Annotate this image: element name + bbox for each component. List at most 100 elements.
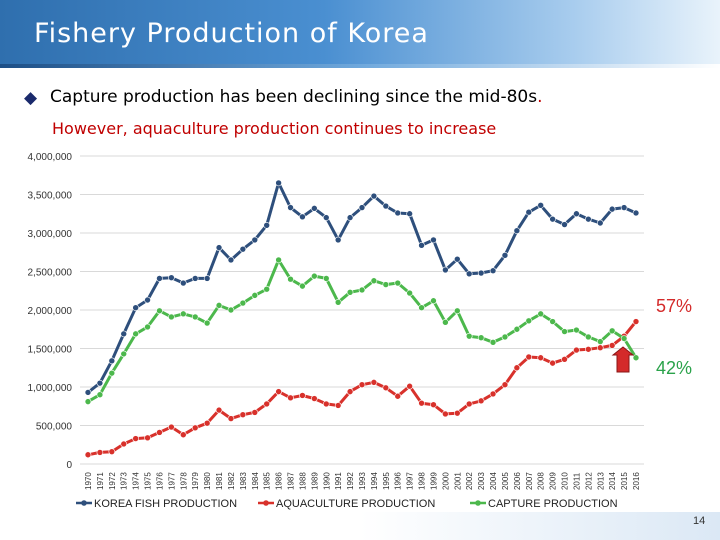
data-point: [263, 285, 270, 293]
data-point: [442, 319, 449, 326]
x-tick-label: 1979: [191, 472, 200, 490]
data-point: [108, 369, 116, 377]
data-point: [120, 350, 128, 358]
x-tick-label: 2014: [608, 472, 617, 490]
data-point: [120, 330, 128, 338]
series-line-1: [87, 320, 638, 457]
data-point: [394, 392, 402, 400]
data-point: [96, 379, 104, 387]
x-tick-label: 2002: [465, 472, 474, 490]
y-tick-label: 500,000: [36, 422, 73, 433]
x-tick-label: 1996: [394, 472, 403, 490]
data-point: [251, 409, 259, 416]
y-tick-label: 3,500,000: [28, 191, 73, 202]
data-point: [454, 307, 461, 315]
data-point: [132, 435, 139, 442]
x-tick-label: 1990: [322, 472, 331, 490]
y-tick-label: 3,000,000: [28, 229, 73, 240]
data-point: [322, 400, 330, 408]
x-tick-label: 1994: [370, 472, 379, 490]
data-point: [180, 310, 187, 318]
x-tick-label: 1976: [155, 472, 164, 490]
data-point: [406, 382, 413, 390]
data-point: [346, 288, 354, 296]
subtitle-line-1-period: .: [537, 87, 543, 107]
x-tick-label: 1981: [215, 472, 224, 490]
data-point: [465, 270, 473, 278]
data-point: [537, 354, 544, 362]
data-point: [215, 302, 223, 309]
data-point: [132, 304, 139, 311]
data-point: [180, 279, 187, 287]
data-point: [418, 399, 425, 407]
data-point: [358, 286, 366, 294]
data-point: [370, 277, 378, 285]
aquaculture-share-label: 57%: [656, 296, 693, 316]
data-point: [227, 415, 235, 422]
data-point: [561, 355, 568, 363]
data-point: [370, 192, 378, 200]
data-point: [632, 354, 640, 362]
data-point: [489, 390, 497, 398]
data-point: [477, 397, 485, 405]
data-point: [382, 281, 390, 288]
data-point: [525, 353, 533, 361]
data-point: [84, 398, 92, 405]
data-point: [608, 205, 616, 213]
data-point: [394, 209, 402, 217]
legend-label: CAPTURE PRODUCTION: [488, 498, 618, 510]
data-point: [251, 292, 259, 299]
x-tick-label: 2005: [501, 472, 510, 490]
x-tick-label: 1980: [203, 472, 212, 490]
data-point: [608, 327, 616, 335]
data-point: [84, 389, 92, 396]
data-point: [227, 256, 235, 264]
x-tick-label: 1972: [108, 472, 117, 490]
data-point: [144, 434, 151, 442]
data-point: [156, 275, 163, 282]
data-point: [275, 388, 282, 395]
data-point: [144, 296, 151, 304]
data-point: [596, 338, 604, 345]
data-point: [311, 395, 318, 402]
y-tick-label: 2,000,000: [28, 306, 73, 317]
data-point: [358, 381, 366, 388]
data-point: [596, 219, 604, 227]
data-point: [573, 346, 580, 354]
data-point: [394, 279, 402, 287]
data-point: [251, 236, 259, 244]
data-point: [287, 204, 294, 211]
data-point: [406, 210, 413, 218]
x-tick-label: 1998: [418, 472, 427, 490]
x-tick-label: 1971: [96, 472, 105, 490]
x-tick-label: 1973: [120, 472, 129, 490]
data-point: [108, 357, 116, 365]
legend-marker: [81, 500, 87, 506]
data-point: [632, 209, 640, 217]
data-point: [465, 400, 473, 408]
data-point: [239, 411, 247, 419]
data-point: [585, 215, 592, 223]
x-tick-label: 2003: [477, 472, 486, 490]
x-tick-label: 1993: [358, 472, 367, 490]
x-tick-label: 2000: [441, 472, 450, 490]
y-tick-label: 1,000,000: [28, 383, 73, 394]
x-tick-label: 2010: [561, 472, 570, 490]
data-point: [489, 339, 497, 346]
data-point: [477, 269, 485, 277]
data-point: [418, 304, 425, 311]
data-point: [227, 306, 235, 314]
data-point: [275, 256, 282, 264]
data-point: [585, 345, 592, 353]
data-point: [525, 208, 533, 216]
data-point: [382, 384, 390, 392]
data-point: [84, 451, 92, 459]
data-point: [632, 318, 640, 325]
arrow-up-icon: [611, 346, 635, 373]
x-tick-label: 1986: [275, 472, 284, 490]
data-point: [215, 244, 223, 251]
x-tick-label: 2016: [632, 472, 641, 490]
data-point: [168, 274, 175, 281]
x-tick-label: 1982: [227, 472, 236, 490]
